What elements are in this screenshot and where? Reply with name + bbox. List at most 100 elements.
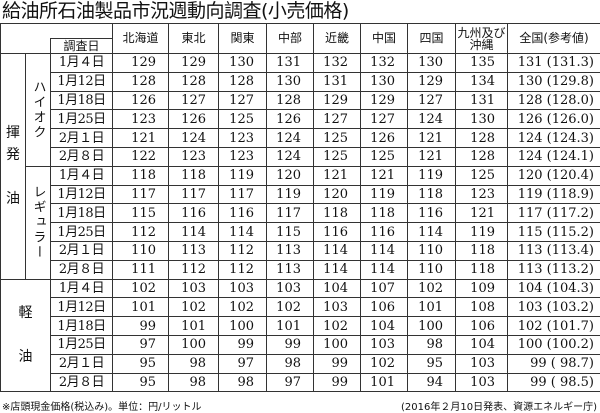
region-price: 102 — [113, 279, 169, 298]
header-row: 北海道 東北 関東 中部 近畿 中国 四国 九州及び沖縄 全国(参考値) — [1, 24, 600, 39]
region-price: 111 — [113, 260, 169, 279]
footnote: ※店頭現金価格(税込み)。単位：円/リットル — [2, 398, 202, 413]
national-price: 130 (129.8) — [508, 72, 600, 91]
region-price: 130 — [361, 72, 408, 91]
region-price: 119 — [219, 166, 267, 185]
survey-date: 2月１日 — [51, 354, 113, 373]
region-price: 103 — [361, 335, 408, 354]
region-price: 115 — [113, 204, 169, 223]
region-price: 124 — [169, 129, 219, 148]
region-price: 130 — [219, 54, 267, 73]
region-price: 116 — [408, 204, 456, 223]
region-price: 129 — [314, 91, 361, 110]
region-price: 125 — [314, 147, 361, 166]
region-price: 123 — [219, 129, 267, 148]
survey-date: 1月12日 — [51, 72, 113, 91]
region-price: 100 — [314, 335, 361, 354]
survey-date: 2月１日 — [51, 241, 113, 260]
region-price: 101 — [408, 298, 456, 317]
region-price: 114 — [361, 241, 408, 260]
region-price: 117 — [113, 185, 169, 204]
region-price: 121 — [408, 147, 456, 166]
national-price: 100 (100.2) — [508, 335, 600, 354]
region-price: 121 — [314, 166, 361, 185]
national-price: 128 (128.0) — [508, 91, 600, 110]
region-price: 127 — [219, 91, 267, 110]
region-price: 118 — [456, 241, 508, 260]
survey-date: 1月25日 — [51, 335, 113, 354]
region-price: 99 — [113, 317, 169, 336]
header-region: 四国 — [408, 24, 456, 54]
region-price: 112 — [219, 260, 267, 279]
header-region: 近畿 — [314, 24, 361, 54]
region-price: 97 — [267, 373, 314, 392]
region-price: 135 — [456, 54, 508, 73]
fuel-group-label: 軽 油 — [1, 279, 51, 392]
region-price: 99 — [314, 373, 361, 392]
header-date: 調査日 — [51, 39, 113, 54]
region-price: 114 — [361, 260, 408, 279]
survey-date: 1月４日 — [51, 54, 113, 73]
region-price: 107 — [361, 279, 408, 298]
region-price: 132 — [314, 54, 361, 73]
header-region: 中国 — [361, 24, 408, 54]
region-price: 103 — [267, 279, 314, 298]
region-price: 118 — [314, 204, 361, 223]
region-price: 102 — [169, 298, 219, 317]
region-price: 118 — [456, 260, 508, 279]
region-price: 117 — [267, 204, 314, 223]
region-price: 108 — [456, 298, 508, 317]
region-price: 101 — [267, 317, 314, 336]
region-price: 122 — [113, 147, 169, 166]
region-price: 124 — [408, 110, 456, 129]
national-price: 120 (120.4) — [508, 166, 600, 185]
region-price: 100 — [408, 317, 456, 336]
region-price: 127 — [361, 110, 408, 129]
corner-cell-top — [51, 24, 113, 39]
region-price: 95 — [408, 354, 456, 373]
region-price: 103 — [169, 279, 219, 298]
national-price: 113 (113.2) — [508, 260, 600, 279]
region-price: 101 — [361, 373, 408, 392]
region-price: 113 — [267, 260, 314, 279]
header-region: 北海道 — [113, 24, 169, 54]
region-price: 104 — [314, 279, 361, 298]
region-price: 102 — [314, 317, 361, 336]
region-price: 128 — [219, 72, 267, 91]
header-region: 全国(参考値) — [508, 24, 600, 54]
region-price: 117 — [169, 185, 219, 204]
region-price: 116 — [314, 223, 361, 242]
national-price: 124 (124.3) — [508, 129, 600, 148]
header-region: 東北 — [169, 24, 219, 54]
region-price: 113 — [169, 241, 219, 260]
region-price: 101 — [169, 317, 219, 336]
national-price: 124 (124.1) — [508, 147, 600, 166]
source-note: (2016年２月10日発表、資源エネルギー庁) — [401, 398, 597, 413]
national-price: 119 (118.9) — [508, 185, 600, 204]
price-table: 北海道 東北 関東 中部 近畿 中国 四国 九州及び沖縄 全国(参考値) 調査日… — [0, 23, 600, 392]
region-price: 118 — [408, 185, 456, 204]
national-price: 117 (117.2) — [508, 204, 600, 223]
region-price: 120 — [267, 166, 314, 185]
region-price: 121 — [113, 129, 169, 148]
region-price: 112 — [219, 241, 267, 260]
region-price: 104 — [361, 317, 408, 336]
region-price: 106 — [361, 298, 408, 317]
region-price: 121 — [361, 166, 408, 185]
region-price: 102 — [408, 279, 456, 298]
survey-date: 1月４日 — [51, 166, 113, 185]
region-price: 128 — [456, 129, 508, 148]
survey-date: 1月18日 — [51, 317, 113, 336]
region-price: 118 — [113, 166, 169, 185]
